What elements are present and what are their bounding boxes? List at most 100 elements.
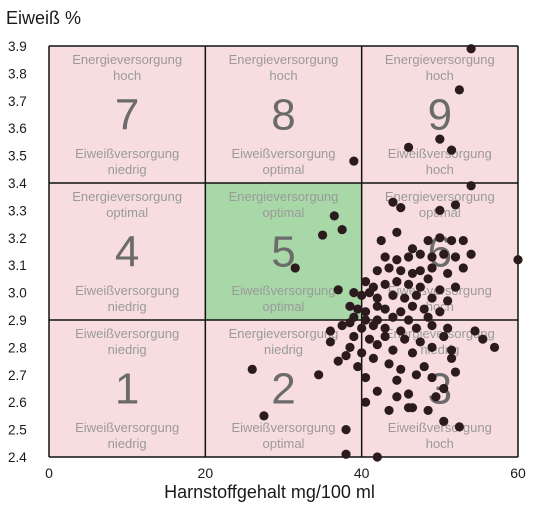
y-tick-label-12: 3.6 — [8, 121, 27, 136]
data-point-30 — [466, 249, 476, 259]
data-point-75 — [357, 323, 367, 333]
data-point-72 — [423, 312, 433, 322]
zone-5-bottom-line2: optimal — [263, 299, 305, 314]
data-point-87 — [415, 337, 425, 347]
data-point-78 — [396, 326, 406, 336]
y-tick-label-4: 2.8 — [8, 340, 27, 355]
data-point-94 — [372, 340, 382, 350]
data-point-28 — [439, 249, 449, 259]
zone-9-top-line1: Energieversorgung — [385, 52, 495, 67]
zone-7-bottom-line1: Eiweißversorgung — [75, 146, 179, 161]
data-point-26 — [415, 249, 425, 259]
data-point-32 — [372, 266, 382, 276]
data-point-119 — [392, 392, 402, 402]
data-point-63 — [396, 307, 406, 317]
y-tick-label-10: 3.4 — [8, 176, 27, 191]
data-point-68 — [360, 315, 371, 325]
data-point-61 — [372, 301, 382, 311]
data-point-66 — [435, 307, 445, 317]
zone-5-top-line2: optimal — [263, 205, 305, 220]
zone-8-number: 8 — [271, 91, 295, 140]
data-point-21 — [446, 235, 457, 246]
data-point-16 — [376, 235, 386, 246]
zone-8-top-line1: Energieversorgung — [229, 52, 339, 67]
data-point-80 — [427, 320, 437, 331]
data-point-22 — [458, 235, 468, 246]
zone-9-number: 9 — [428, 91, 452, 140]
data-point-9 — [317, 230, 328, 240]
data-point-107 — [446, 353, 457, 363]
data-point-73 — [337, 320, 347, 331]
data-point-14 — [435, 205, 445, 215]
data-point-24 — [392, 255, 402, 265]
zone-4-bottom-line1: Eiweißversorgung — [75, 283, 179, 298]
data-point-18 — [407, 244, 418, 254]
data-point-70 — [388, 312, 398, 322]
data-point-49 — [349, 288, 359, 298]
zone-9-background — [361, 46, 518, 183]
y-tick-label-7: 3.1 — [8, 258, 27, 273]
zone-7-top-line2: hoch — [113, 68, 141, 83]
data-point-90 — [478, 334, 488, 344]
data-point-125 — [259, 411, 269, 421]
data-point-35 — [407, 268, 418, 279]
zone-4-number: 4 — [115, 228, 139, 277]
data-point-102 — [353, 361, 363, 372]
data-point-103 — [368, 353, 378, 363]
zone-1-background — [49, 320, 206, 457]
y-tick-label-6: 3.0 — [8, 286, 27, 301]
data-point-39 — [458, 263, 468, 273]
data-point-48 — [450, 282, 461, 292]
zone-2-bottom-line1: Eiweißversorgung — [231, 420, 335, 435]
x-tick-label-1: 20 — [198, 465, 214, 481]
data-point-47 — [435, 285, 445, 295]
zone-1-number: 1 — [115, 365, 139, 414]
zone-2-top-line1: Energieversorgung — [229, 326, 339, 341]
zone-grid — [48, 45, 519, 458]
data-point-29 — [450, 252, 461, 262]
zone-1-top-line2: niedrig — [108, 342, 147, 357]
data-point-71 — [403, 315, 414, 325]
data-point-93 — [357, 348, 367, 358]
zone-8-top-line2: hoch — [269, 68, 297, 83]
zone-5-top-line1: Energieversorgung — [229, 189, 339, 204]
data-point-33 — [384, 263, 394, 273]
zone-4-bottom-line2: niedrig — [108, 299, 147, 314]
data-point-115 — [372, 386, 382, 396]
data-point-0 — [466, 44, 476, 54]
data-point-129 — [341, 449, 351, 459]
data-point-126 — [341, 425, 351, 435]
data-point-130 — [372, 452, 382, 462]
data-point-56 — [427, 293, 437, 303]
data-point-17 — [392, 227, 402, 237]
data-point-1 — [454, 85, 464, 95]
data-point-59 — [353, 304, 363, 314]
zone-4-top-line1: Energieversorgung — [72, 189, 182, 204]
zone-7-number: 7 — [115, 91, 139, 140]
data-point-96 — [407, 348, 418, 358]
zone-1-bottom-line1: Eiweißversorgung — [75, 420, 179, 435]
zone-3-bottom-line1: Eiweißversorgung — [388, 420, 492, 435]
data-point-64 — [407, 301, 418, 311]
x-axis-title: Harnstoffgehalt mg/100 ml — [164, 482, 375, 502]
data-point-101 — [341, 351, 351, 361]
y-tick-label-2: 2.6 — [8, 395, 27, 410]
data-point-99 — [489, 342, 500, 352]
zone-2-top-line2: niedrig — [264, 342, 303, 357]
y-axis-ticks: 2.4 2.5 2.6 2.7 2.8 2.9 3.0 3.1 3.2 3.3 3.4 3.5 3.6 3… — [8, 39, 27, 465]
zone-9-bottom-line1: Eiweißversorgung — [388, 146, 492, 161]
zone-7-bottom-line2: niedrig — [108, 162, 147, 177]
data-point-15 — [450, 200, 461, 210]
y-tick-label-8: 3.2 — [8, 231, 27, 246]
data-point-5 — [349, 156, 359, 166]
data-point-84 — [364, 334, 375, 344]
data-point-92 — [345, 342, 355, 352]
zone-2-bottom-line2: optimal — [263, 436, 305, 451]
x-tick-label-2: 40 — [354, 465, 370, 481]
data-point-50 — [357, 290, 367, 300]
data-points — [247, 44, 523, 462]
zone-1-bottom-line2: niedrig — [108, 436, 147, 451]
data-point-25 — [403, 252, 414, 262]
data-point-121 — [431, 392, 441, 402]
